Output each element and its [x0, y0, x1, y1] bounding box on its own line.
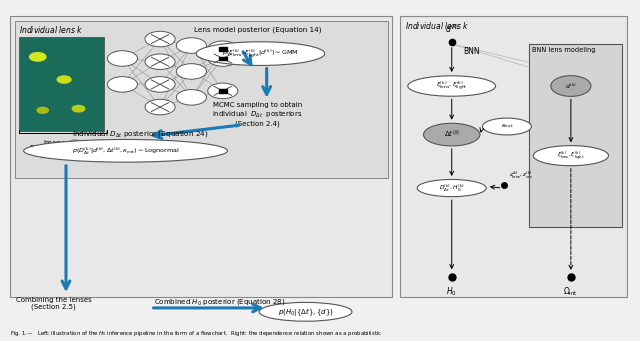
Bar — [219, 47, 227, 51]
Circle shape — [72, 105, 85, 112]
FancyBboxPatch shape — [15, 21, 388, 178]
Ellipse shape — [24, 139, 227, 162]
Text: Fig. 1.—   Left: illustration of the $H_0$ inference pipeline in the form of a f: Fig. 1.— Left: illustration of the $H_0$… — [10, 329, 381, 338]
FancyBboxPatch shape — [400, 16, 627, 297]
Text: $p(D_{\Delta t}^{(k)}|d^{(k)},\Delta t^{(k)},\kappa_{\rm ext})\sim{\rm Lognormal: $p(D_{\Delta t}^{(k)}|d^{(k)},\Delta t^{… — [72, 145, 179, 156]
Circle shape — [551, 76, 591, 97]
Ellipse shape — [259, 302, 352, 321]
Circle shape — [108, 77, 138, 92]
Circle shape — [145, 77, 175, 92]
Text: $d^{(k)}$: $d^{(k)}$ — [565, 81, 577, 91]
FancyBboxPatch shape — [10, 16, 392, 297]
Text: $\Delta t^{(k)}$: $\Delta t^{(k)}$ — [444, 129, 460, 140]
Text: BNN: BNN — [463, 47, 479, 56]
Circle shape — [57, 76, 71, 83]
Text: Individual $D_{\Delta t}$ posterior (Equation 24): Individual $D_{\Delta t}$ posterior (Equ… — [72, 130, 209, 139]
Circle shape — [177, 64, 207, 79]
Text: $\xi_{\rm lens}^{(k)},\xi_{\rm light}^{(k)}$: $\xi_{\rm lens}^{(k)},\xi_{\rm light}^{(… — [557, 149, 584, 162]
FancyBboxPatch shape — [19, 38, 104, 131]
Text: $D_{\Delta t}^{(k)}, H_0^{(k)}$: $D_{\Delta t}^{(k)}, H_0^{(k)}$ — [439, 182, 465, 194]
Ellipse shape — [417, 179, 486, 197]
Text: Combined $H_0$ posterior (Equation 28): Combined $H_0$ posterior (Equation 28) — [154, 297, 285, 307]
FancyBboxPatch shape — [529, 44, 621, 227]
Text: MCMC sampling to obtain
individual  $D_{\Delta t}$  posteriors
(Section 2.4): MCMC sampling to obtain individual $D_{\… — [212, 102, 303, 127]
Bar — [219, 89, 227, 93]
Circle shape — [145, 54, 175, 70]
Circle shape — [208, 41, 238, 57]
Text: BNN lens modeling: BNN lens modeling — [532, 47, 595, 53]
Text: Image $d^{(k)}$: Image $d^{(k)}$ — [43, 137, 80, 149]
Circle shape — [208, 51, 238, 66]
Text: Individual lens $k$: Individual lens $k$ — [404, 19, 469, 31]
Text: $d^{(k)}$: $d^{(k)}$ — [445, 23, 459, 35]
Text: $\kappa_{\rm ext}$: $\kappa_{\rm ext}$ — [500, 122, 513, 131]
Ellipse shape — [196, 42, 324, 65]
Ellipse shape — [408, 76, 495, 96]
Circle shape — [208, 83, 238, 99]
Text: Individual lens $k$: Individual lens $k$ — [19, 25, 83, 35]
Text: $\xi_{\rm lens}^{(k)},\xi_{\rm light}^{(k)}$: $\xi_{\rm lens}^{(k)},\xi_{\rm light}^{(… — [436, 79, 467, 92]
Text: $\Omega_{\rm int}$: $\Omega_{\rm int}$ — [563, 285, 579, 298]
Circle shape — [177, 90, 207, 105]
Circle shape — [177, 38, 207, 53]
Circle shape — [37, 107, 49, 113]
Text: $p(\xi_{\rm lens}^{(k)},\xi_{\rm light}^{(k)}|d^{(k)})\sim{\rm GMM}$: $p(\xi_{\rm lens}^{(k)},\xi_{\rm light}^… — [222, 47, 299, 60]
Text: $H_0$: $H_0$ — [446, 285, 457, 298]
Text: Lens model posterior (Equation 14): Lens model posterior (Equation 14) — [193, 26, 321, 32]
Circle shape — [108, 51, 138, 66]
Text: $p(H_0|\{\Delta t\},\{d\})$: $p(H_0|\{\Delta t\},\{d\})$ — [278, 306, 333, 318]
Bar — [219, 57, 227, 60]
Circle shape — [145, 31, 175, 47]
Text: $z_{\rm lens}^{(k)}, z_{\rm src}^{(k)}$: $z_{\rm lens}^{(k)}, z_{\rm src}^{(k)}$ — [509, 169, 533, 181]
Text: Combining the lenses
(Section 2.5): Combining the lenses (Section 2.5) — [15, 297, 92, 310]
Ellipse shape — [483, 118, 531, 135]
Circle shape — [145, 99, 175, 115]
Text: BNN lens modeling
(Section 2.3): BNN lens modeling (Section 2.3) — [29, 145, 96, 159]
Ellipse shape — [424, 123, 480, 146]
Ellipse shape — [533, 146, 609, 166]
Circle shape — [29, 53, 46, 61]
